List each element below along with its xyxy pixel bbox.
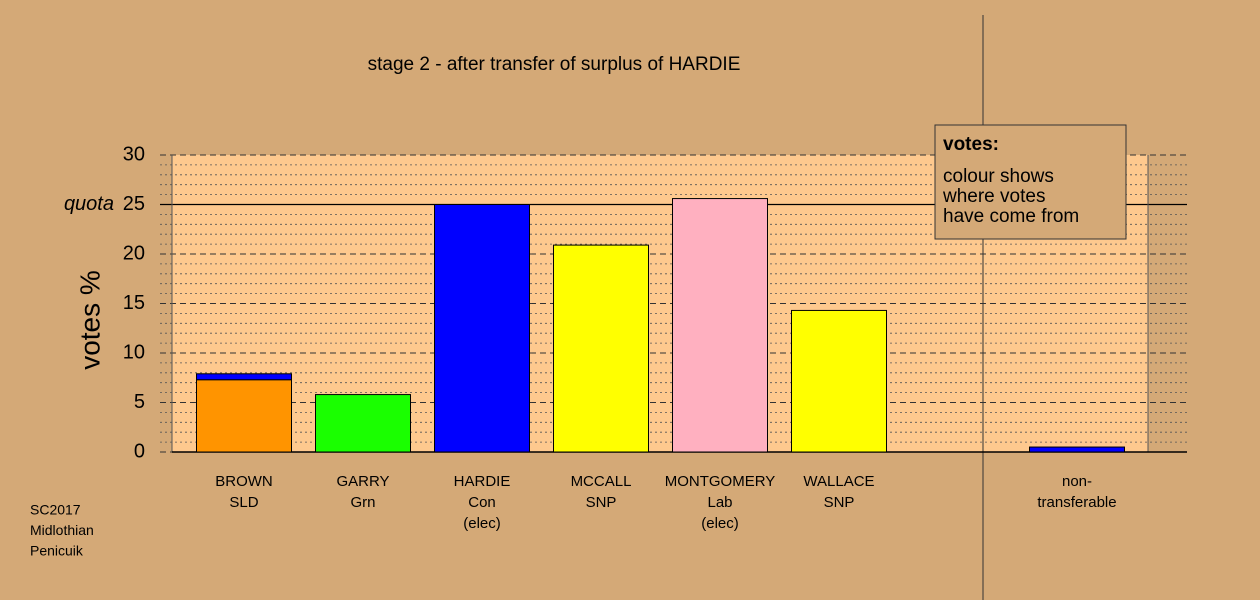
legend-title: votes: — [943, 134, 999, 155]
footnote: SC2017 — [30, 502, 81, 518]
bar-segment — [196, 379, 292, 453]
y-tick-label: 15 — [123, 292, 145, 314]
y-tick-label: 25 — [123, 193, 145, 215]
bar-segment — [672, 198, 768, 453]
x-tick-label: Con — [468, 494, 496, 511]
x-tick-label: BROWN — [215, 473, 273, 490]
bar-segment — [553, 244, 649, 453]
y-axis-label: votes % — [74, 270, 105, 370]
x-tick-label: SNP — [824, 494, 855, 511]
y-tick-label: 5 — [134, 391, 145, 413]
footnote: Midlothian — [30, 522, 94, 538]
x-tick-label: HARDIE — [454, 473, 511, 490]
y-tick-label: 30 — [123, 143, 145, 165]
legend-text: where votes — [942, 186, 1045, 207]
x-tick-label: (elec) — [701, 515, 739, 532]
bar-segment — [196, 373, 292, 381]
x-tick-label: SNP — [586, 494, 617, 511]
x-tick-label: transferable — [1037, 494, 1116, 511]
bar-segment — [315, 394, 411, 453]
bar-segment — [1029, 446, 1125, 453]
y-tick-label: 0 — [134, 440, 145, 462]
x-tick-label: MONTGOMERY — [665, 473, 776, 490]
x-tick-label: WALLACE — [803, 473, 874, 490]
x-tick-label: non- — [1062, 473, 1092, 490]
y-tick-label: 10 — [123, 341, 145, 363]
bar-segment — [791, 309, 887, 453]
legend-box — [934, 124, 1127, 240]
legend-text: colour shows — [943, 166, 1054, 187]
x-tick-label: (elec) — [463, 515, 501, 532]
quota-label: quota — [64, 193, 114, 215]
x-tick-label: Grn — [350, 494, 375, 511]
y-tick-label: 20 — [123, 242, 145, 264]
x-tick-label: MCCALL — [571, 473, 632, 490]
bar-segment — [434, 204, 530, 453]
x-tick-label: GARRY — [336, 473, 389, 490]
footnote: Penicuik — [30, 543, 84, 559]
legend-text: have come from — [943, 206, 1079, 227]
x-tick-label: Lab — [707, 494, 732, 511]
chart-title: stage 2 - after transfer of surplus of H… — [368, 54, 741, 75]
x-tick-label: SLD — [229, 494, 258, 511]
